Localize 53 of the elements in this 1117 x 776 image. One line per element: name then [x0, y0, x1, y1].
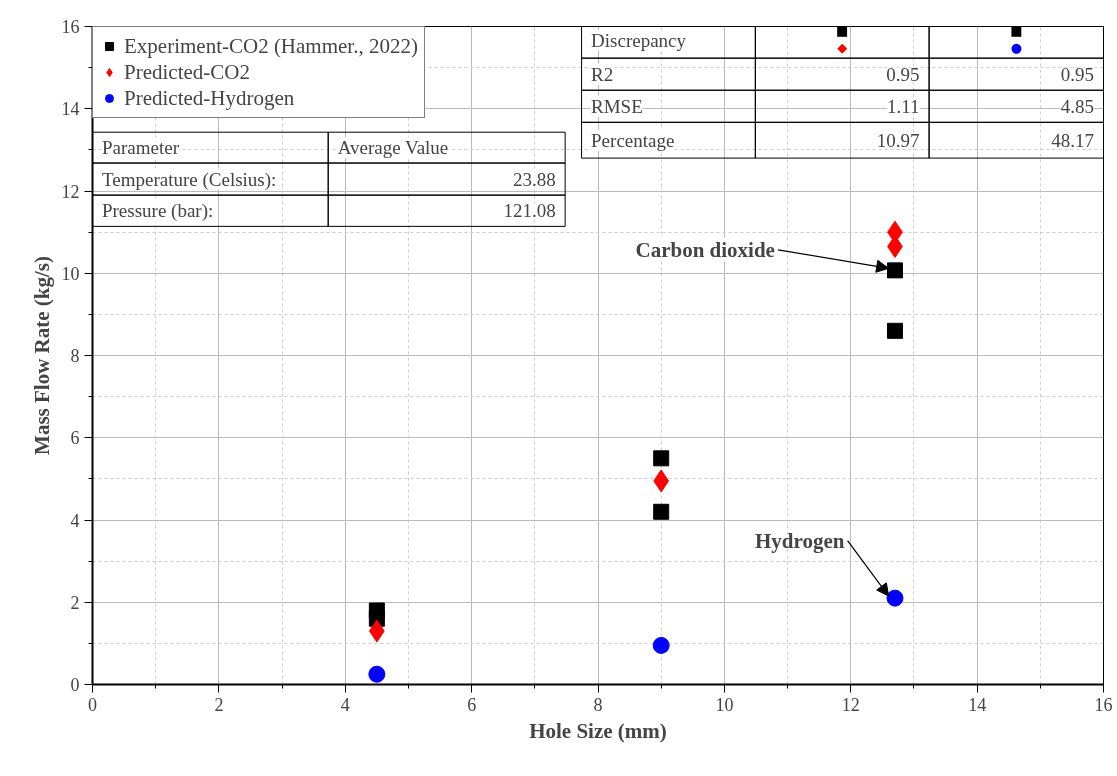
annotation: ● [1010, 39, 1022, 55]
annotation: 10.97 [876, 129, 920, 151]
y-tick-label: 16 [61, 17, 80, 37]
y-tick-label: 2 [70, 592, 80, 613]
annotation: Percentage [591, 129, 675, 151]
point [886, 589, 904, 607]
annotation: Hydrogen [754, 528, 845, 553]
legend-label: Experiment-CO2 (Hammer., 2022) [124, 33, 418, 59]
point [653, 469, 670, 493]
y-tick-label: 14 [61, 99, 80, 120]
y-axis-title: Mass Flow Rate (kg/s) [29, 256, 54, 455]
annotation: Carbon dioxide [635, 237, 775, 262]
y-tick-label: 8 [70, 346, 80, 366]
x-tick-label: 0 [88, 694, 97, 715]
y-tick-label: 10 [61, 263, 80, 284]
annotation: 48.17 [1051, 129, 1095, 151]
x-tick-label: 6 [467, 694, 477, 715]
point [653, 450, 670, 467]
annotation: 0.95 [886, 63, 920, 85]
point [652, 636, 670, 654]
x-axis-title: Hole Size (mm) [529, 718, 667, 743]
y-tick-label: 12 [61, 181, 80, 202]
annotation: R2 [591, 63, 614, 85]
annotation: Average Value [337, 137, 449, 159]
x-tick-label: 2 [214, 694, 224, 715]
point [368, 665, 386, 683]
x-tick-label: 8 [593, 694, 603, 715]
x-tick-label: 14 [968, 694, 987, 715]
annotation: RMSE [591, 95, 643, 117]
annotation: ■ [836, 23, 849, 39]
annotation: Pressure (bar): [101, 200, 214, 223]
point [886, 322, 903, 339]
annotation: ■ [1010, 23, 1023, 39]
x-tick-label: 16 [1094, 694, 1113, 715]
legend-label: Predicted-Hydrogen [124, 85, 295, 111]
x-tick-label: 12 [841, 694, 860, 715]
annotation: 4.85 [1060, 95, 1095, 117]
annotation: ◆ [837, 39, 848, 55]
annotation: 121.08 [503, 200, 556, 222]
annotation: Discrepancy [591, 29, 687, 51]
x-tick-label: 4 [340, 694, 350, 715]
annotation: Parameter [101, 137, 180, 159]
point [653, 503, 670, 520]
y-tick-label: 4 [70, 510, 80, 531]
annotation: 1.11 [887, 95, 920, 117]
y-tick-label: 6 [70, 428, 80, 449]
x-tick-label: 10 [715, 694, 734, 715]
annotation: 0.95 [1060, 63, 1095, 85]
annotation: Temperature (Celsius): [101, 168, 277, 191]
annotation: 23.88 [512, 168, 556, 190]
point [886, 262, 903, 279]
legend-label: Predicted-CO2 [124, 59, 250, 85]
y-tick-label: 0 [70, 675, 80, 695]
